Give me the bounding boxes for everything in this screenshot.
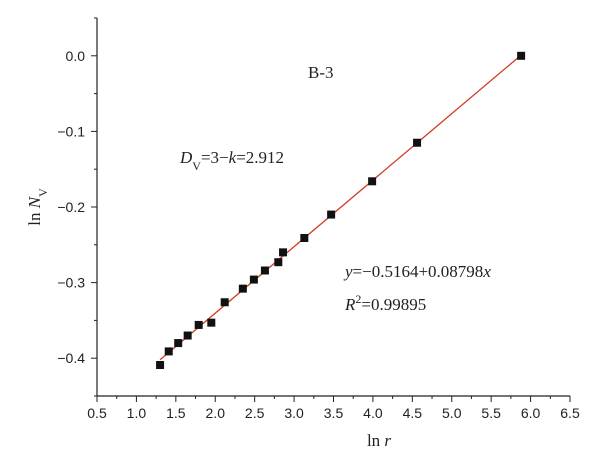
fractal-dimension-annotation: DV=3−k=2.912 [179,148,284,173]
x-tick-label: 2.0 [206,405,226,421]
data-point [249,275,258,284]
x-tick-label: 0.5 [87,405,107,421]
data-point [279,248,288,257]
x-axis-title-var: r [384,431,391,450]
y-axis-title-var: N [25,195,44,209]
x-tick-label: 4.5 [403,405,423,421]
data-point [207,318,216,327]
y-tick-label: −0.2 [57,199,85,215]
data-point [260,266,269,275]
data-point [194,320,203,329]
data-point [327,210,336,219]
x-tick-label: 4.0 [363,405,383,421]
tick-labels: 0.5 1.0 1.5 2.0 2.5 3.0 3.5 4.0 4.5 5.0 5.5 6.0 6.5 0… [57,48,580,421]
data-points [156,51,526,370]
x-tick-label: 1.5 [166,405,186,421]
r-squared: R2=0.99895 [344,292,426,314]
x-axis-title: ln r [367,431,391,450]
fit-line [159,53,524,361]
y-tick-label: −0.4 [57,350,85,366]
x-tick-label: 5.0 [442,405,462,421]
x-tick-label: 6.0 [521,405,541,421]
data-point [368,177,377,186]
x-tick-label: 3.5 [324,405,344,421]
y-tick-label: 0.0 [66,48,86,64]
data-point [183,331,192,340]
data-point [517,51,526,60]
ticks [91,17,571,402]
x-tick-label: 6.5 [560,405,580,421]
y-tick-label: −0.1 [57,123,85,139]
data-point [174,339,183,348]
fit-equation: y=−0.5164+0.08798x [343,262,491,281]
x-axis-title-ln: ln [367,431,381,450]
data-point [274,258,283,267]
x-tick-label: 5.5 [481,405,501,421]
axes [96,18,570,397]
x-tick-label: 1.0 [127,405,147,421]
data-point [164,347,173,356]
data-point [413,138,422,147]
y-tick-label: −0.3 [57,275,85,291]
data-point [220,298,229,307]
sample-label: B-3 [308,63,334,82]
data-point [238,284,247,293]
y-axis-title-sub: V [36,188,50,197]
data-point [156,361,165,370]
x-tick-label: 3.0 [284,405,304,421]
y-axis-title-ln: ln [25,212,44,226]
data-point [300,233,309,242]
y-axis-title: ln NV [25,188,50,226]
x-tick-label: 2.5 [245,405,265,421]
